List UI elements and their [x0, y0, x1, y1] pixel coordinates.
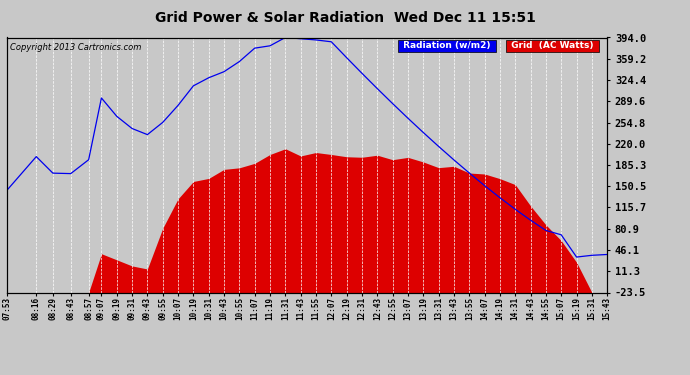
Text: Grid Power & Solar Radiation  Wed Dec 11 15:51: Grid Power & Solar Radiation Wed Dec 11 …	[155, 11, 535, 25]
Text: Copyright 2013 Cartronics.com: Copyright 2013 Cartronics.com	[10, 43, 141, 52]
Text: Radiation (w/m2): Radiation (w/m2)	[400, 41, 494, 50]
Text: Grid  (AC Watts): Grid (AC Watts)	[508, 41, 597, 50]
